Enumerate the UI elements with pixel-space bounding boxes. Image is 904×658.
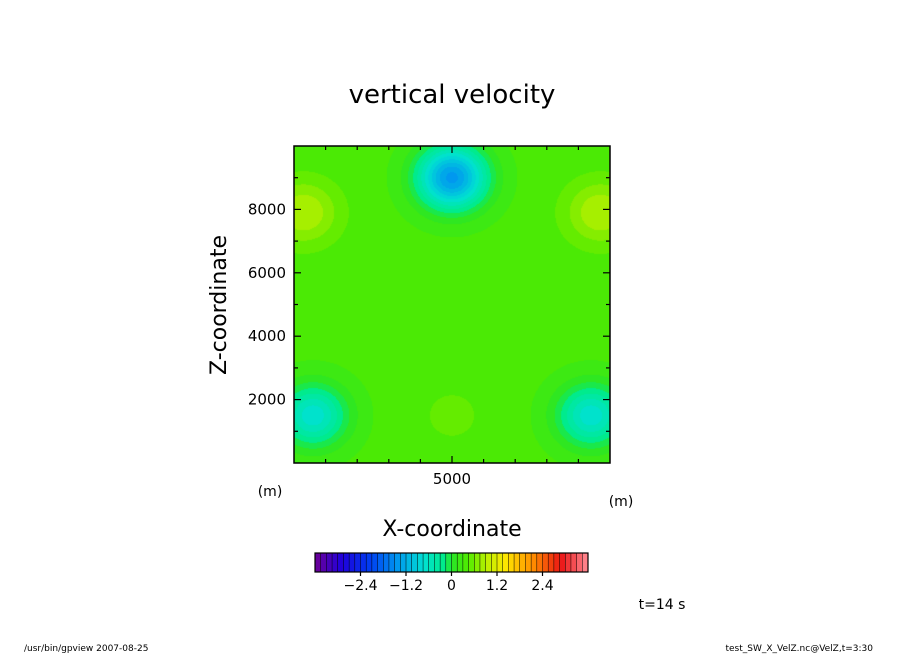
colorbar-cell	[570, 553, 578, 572]
colorbar-cell	[462, 553, 469, 572]
colorbar-cell	[497, 553, 504, 572]
colorbar-tick-label: −1.2	[389, 578, 423, 594]
colorbar-tick-label: 0	[447, 578, 456, 594]
colorbar-cell	[394, 553, 401, 572]
colorbar-cell	[332, 553, 339, 572]
colorbar-cell	[354, 553, 361, 572]
colorbar-cell	[377, 553, 384, 572]
colorbar-cell	[326, 553, 333, 572]
y-tick-label: 6000	[248, 264, 286, 282]
colorbar-cell	[536, 553, 543, 572]
footer-right: test_SW_X_VelZ.nc@VelZ,t=3:30	[725, 644, 873, 654]
colorbar-cell	[508, 553, 515, 572]
colorbar-cell	[360, 553, 367, 572]
colorbar-cell	[320, 553, 327, 572]
colorbar-cells	[315, 553, 589, 572]
x-axis-unit: (m)	[609, 494, 634, 510]
y-axis-label: Z-coordinate	[207, 235, 232, 375]
colorbar-cell	[366, 553, 373, 572]
colorbar-cell	[582, 553, 589, 572]
chart-title: vertical velocity	[349, 80, 556, 110]
colorbar-cell	[553, 553, 560, 572]
footer-left: /usr/bin/gpview 2007-08-25	[24, 644, 148, 654]
colorbar-cell	[388, 553, 396, 572]
colorbar-cell	[417, 553, 424, 572]
x-axis-label: X-coordinate	[382, 517, 521, 542]
colorbar-cell	[406, 553, 413, 572]
colorbar-cell	[514, 553, 521, 572]
colorbar-tick-label: 1.2	[486, 578, 508, 594]
y-axis-unit: (m)	[258, 484, 283, 500]
y-axis-ticks: 2000 4000 6000 8000	[248, 177, 610, 432]
colorbar: −2.4 −1.2 0 1.2 2.4	[314, 552, 589, 594]
colorbar-cell	[457, 553, 464, 572]
colorbar-cell	[502, 553, 509, 572]
heatmap-image	[294, 146, 610, 463]
y-tick-label: 4000	[248, 327, 286, 345]
colorbar-cell	[542, 553, 549, 572]
x-tick-label: 5000	[433, 470, 471, 488]
colorbar-cell	[468, 553, 475, 572]
colorbar-cell	[451, 553, 458, 572]
colorbar-cell	[423, 553, 430, 572]
colorbar-cell	[400, 553, 407, 572]
y-tick-label: 2000	[248, 391, 286, 409]
colorbar-cell	[445, 553, 452, 572]
colorbar-cell	[576, 553, 583, 572]
colorbar-ticks: −2.4 −1.2 0 1.2 2.4	[344, 572, 554, 594]
x-axis-ticks: 5000	[325, 146, 580, 488]
colorbar-cell	[525, 553, 532, 572]
colorbar-cell	[440, 553, 447, 572]
colorbar-cell	[337, 553, 344, 572]
colorbar-cell	[559, 553, 566, 572]
heatmap-plot: 5000 2000 4000 6000 8000	[248, 145, 611, 488]
y-tick-label: 8000	[248, 200, 286, 218]
colorbar-cell	[383, 553, 390, 572]
time-label: t=14 s	[639, 597, 686, 613]
colorbar-cell	[411, 553, 418, 572]
colorbar-cell	[349, 553, 356, 572]
colorbar-cell	[434, 553, 441, 572]
colorbar-cell	[491, 553, 498, 572]
colorbar-cell	[428, 553, 435, 572]
colorbar-cell	[548, 553, 555, 572]
colorbar-cell	[531, 553, 538, 572]
colorbar-tick-label: −2.4	[344, 578, 378, 594]
colorbar-cell	[479, 553, 487, 572]
colorbar-cell	[485, 553, 492, 572]
colorbar-cell	[343, 553, 350, 572]
colorbar-cell	[565, 553, 572, 572]
colorbar-cell	[474, 553, 481, 572]
colorbar-cell	[519, 553, 526, 572]
colorbar-cell	[371, 553, 378, 572]
colorbar-cell	[315, 553, 322, 572]
colorbar-tick-label: 2.4	[531, 578, 553, 594]
